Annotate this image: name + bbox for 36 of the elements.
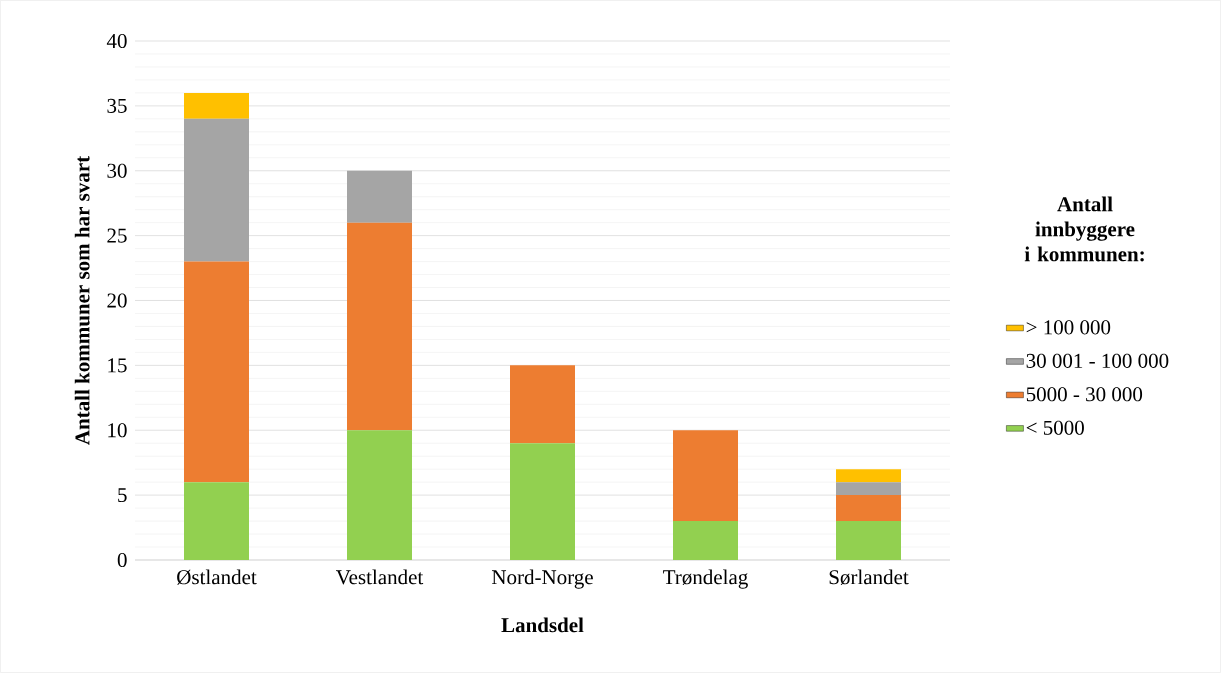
- bar: [184, 92, 249, 119]
- y-tick-label: 10: [108, 423, 127, 438]
- legend-title: Antall innbyggere i kommunen:: [1024, 196, 1144, 262]
- bar: [836, 482, 901, 496]
- x-tick-label: Trøndelag: [663, 569, 748, 589]
- bar: [673, 430, 739, 522]
- bar: [184, 118, 249, 262]
- legend-label: 5000 - 30 000: [1026, 387, 1143, 402]
- bar: [510, 443, 575, 560]
- y-tick-label: 0: [117, 552, 127, 568]
- y-axis-title: Antall kommuner som har svart: [74, 155, 90, 445]
- x-tick-label: Vestlandet: [336, 569, 424, 585]
- legend-label: 30 001 - 100 000: [1026, 353, 1169, 368]
- x-tick-label: Østlandet: [177, 569, 257, 585]
- legend-label: > 100 000: [1026, 320, 1111, 335]
- bar: [836, 495, 901, 522]
- bar: [347, 170, 412, 223]
- bar: [510, 365, 575, 444]
- y-tick-label: 25: [107, 228, 127, 243]
- x-axis-title: Landsdel: [501, 617, 584, 633]
- y-tick-label: 35: [107, 98, 127, 113]
- bar: [673, 521, 739, 560]
- y-tick-label: 20: [107, 293, 127, 308]
- y-tick-label: 40: [106, 33, 127, 49]
- y-tick-label: 15: [108, 358, 127, 373]
- bar: [184, 261, 249, 483]
- x-tick-label: Sørlandet: [829, 569, 909, 585]
- bar: [836, 469, 901, 483]
- bar: [347, 430, 412, 560]
- bar: [836, 521, 901, 560]
- x-tick-label: Nord-Norge: [491, 569, 593, 589]
- y-tick-label: 30: [107, 163, 127, 178]
- bar: [347, 222, 412, 431]
- legend-label: < 5000: [1026, 420, 1084, 435]
- bar: [184, 482, 249, 560]
- y-tick-label: 5: [118, 488, 127, 503]
